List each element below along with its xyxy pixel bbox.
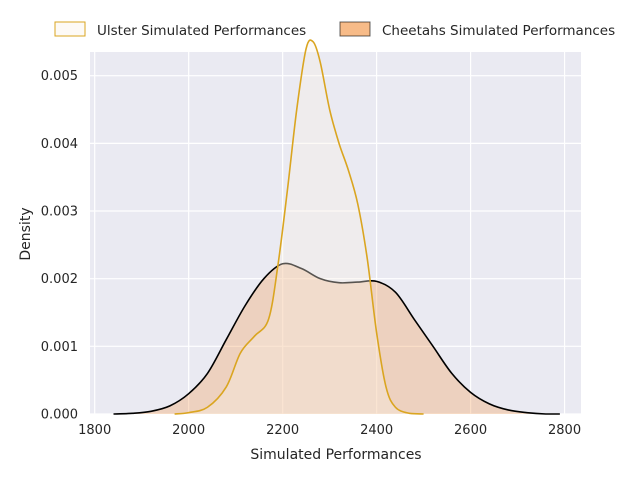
x-tick-label: 2600	[454, 423, 487, 438]
x-tick-label: 2000	[172, 423, 205, 438]
y-axis-title: Density	[18, 207, 34, 260]
y-tick-label: 0.005	[41, 69, 78, 84]
y-tick-label: 0.000	[41, 408, 78, 423]
x-tick-label: 2800	[548, 423, 581, 438]
x-tick-label: 2200	[266, 423, 299, 438]
series-line-cheetahs	[113, 262, 560, 415]
tick-labels: 1800 2000 2200 2400 2600 2800 0.000 0.001 0.002 0…	[41, 69, 581, 438]
x-axis-title: Simulated Performances	[250, 447, 421, 463]
series-line-ulster	[174, 39, 424, 415]
legend: Ulster Simulated Performances Cheetahs S…	[54, 21, 615, 39]
y-tick-label: 0.002	[41, 272, 78, 287]
legend-label-ulster: Ulster Simulated Performances	[97, 23, 306, 39]
plot-area	[90, 52, 581, 414]
legend-swatch-cheetahs	[339, 21, 371, 37]
series-area-cheetahs	[113, 263, 560, 414]
series-area-ulster	[174, 40, 424, 414]
y-tick-label: 0.004	[41, 137, 78, 152]
x-tick-label: 1800	[78, 423, 111, 438]
x-tick-label: 2400	[360, 423, 393, 438]
series-layer	[113, 39, 560, 415]
legend-swatch-ulster	[54, 21, 86, 37]
y-tick-label: 0.001	[41, 340, 78, 355]
y-tick-label: 0.003	[41, 205, 78, 220]
legend-label-cheetahs: Cheetahs Simulated Performances	[382, 23, 615, 39]
